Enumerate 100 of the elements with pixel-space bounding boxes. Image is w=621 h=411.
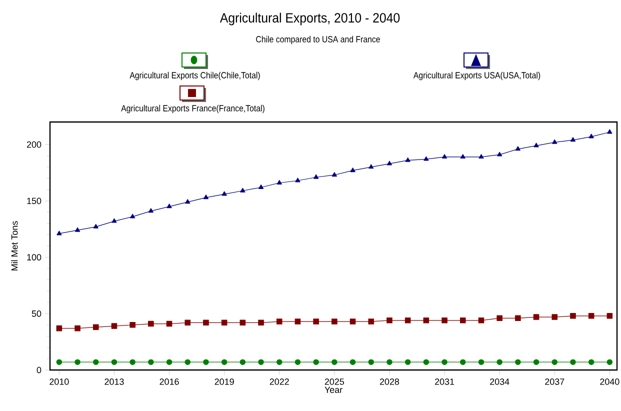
point — [111, 359, 118, 366]
point — [222, 191, 227, 196]
point — [607, 129, 612, 134]
point — [276, 318, 282, 324]
y-tick-label: 200 — [26, 141, 42, 148]
point — [148, 208, 154, 213]
x-tick-label: 2019 — [214, 378, 234, 385]
point — [368, 359, 374, 366]
point — [515, 315, 521, 322]
point — [533, 359, 540, 366]
legend-label: Agricultural Exports Chile(Chile,Total) — [130, 72, 260, 80]
point — [313, 318, 319, 324]
point — [332, 172, 337, 177]
point — [588, 359, 594, 366]
point — [552, 314, 558, 320]
point — [130, 322, 136, 328]
point — [166, 320, 172, 327]
point — [240, 188, 246, 192]
point — [221, 359, 228, 366]
point — [112, 218, 117, 223]
x-axis-title: Year — [324, 386, 342, 393]
legend-label: Agricultural Exports France(France,Total) — [121, 104, 264, 114]
y-tick-label: 0 — [36, 366, 42, 374]
point — [276, 180, 282, 184]
point — [221, 320, 228, 326]
point — [368, 318, 374, 324]
point — [185, 199, 190, 204]
point — [460, 318, 466, 324]
point — [332, 318, 338, 324]
point — [460, 154, 466, 159]
point — [442, 318, 448, 324]
point — [258, 359, 264, 366]
point — [92, 359, 99, 366]
point — [240, 359, 246, 366]
point — [130, 359, 136, 366]
point — [130, 214, 136, 218]
y-tick-label: 100 — [27, 254, 42, 260]
point — [203, 320, 209, 326]
point — [332, 359, 338, 366]
y-axis-title: Mil Met Tons — [11, 221, 18, 270]
point — [313, 359, 319, 366]
point — [240, 320, 246, 326]
point — [184, 359, 191, 366]
x-tick-label: 2031 — [435, 378, 454, 385]
point — [478, 318, 484, 324]
point — [570, 312, 576, 319]
point — [515, 359, 521, 366]
point — [534, 142, 539, 148]
point — [423, 318, 430, 324]
point — [496, 359, 502, 366]
point — [478, 359, 484, 366]
point — [588, 134, 594, 138]
point — [184, 320, 191, 326]
x-tick-label: 2028 — [380, 378, 400, 385]
point — [460, 359, 466, 366]
point — [570, 359, 576, 366]
point — [368, 164, 374, 169]
point — [424, 156, 429, 161]
point — [92, 324, 99, 330]
point — [404, 359, 411, 366]
x-tick-label: 2022 — [270, 378, 289, 385]
point — [588, 312, 594, 319]
point — [386, 359, 392, 366]
x-tick-label: 2013 — [104, 378, 124, 385]
point — [515, 146, 520, 151]
chart-subtitle: Chile compared to USA and France — [256, 36, 380, 44]
point — [404, 318, 411, 324]
x-tick-label: 2034 — [490, 378, 510, 385]
point — [74, 325, 80, 332]
point — [314, 174, 319, 179]
point — [386, 160, 392, 166]
point — [258, 184, 264, 189]
point — [570, 137, 576, 142]
point — [294, 359, 301, 366]
point — [496, 315, 502, 322]
point — [74, 227, 80, 232]
point — [423, 359, 430, 366]
x-tick-label: 2010 — [50, 378, 69, 385]
point — [111, 323, 118, 329]
point — [405, 157, 410, 162]
point — [166, 204, 172, 208]
point — [203, 359, 209, 366]
point — [552, 359, 558, 366]
point — [497, 152, 502, 156]
point — [294, 318, 301, 324]
point — [93, 224, 98, 228]
y-tick-label: 150 — [27, 198, 42, 204]
point — [203, 194, 209, 200]
x-tick-label: 2037 — [545, 378, 564, 385]
point — [74, 359, 80, 366]
point — [258, 320, 264, 326]
legend-label: Agricultural Exports USA(USA,Total) — [413, 72, 540, 80]
y-tick-label: 50 — [32, 310, 42, 317]
point — [350, 318, 356, 324]
x-tick-label: 2016 — [160, 378, 179, 385]
point — [276, 359, 282, 366]
point — [442, 154, 448, 159]
point — [606, 312, 613, 319]
point — [442, 359, 448, 366]
point — [295, 178, 300, 182]
